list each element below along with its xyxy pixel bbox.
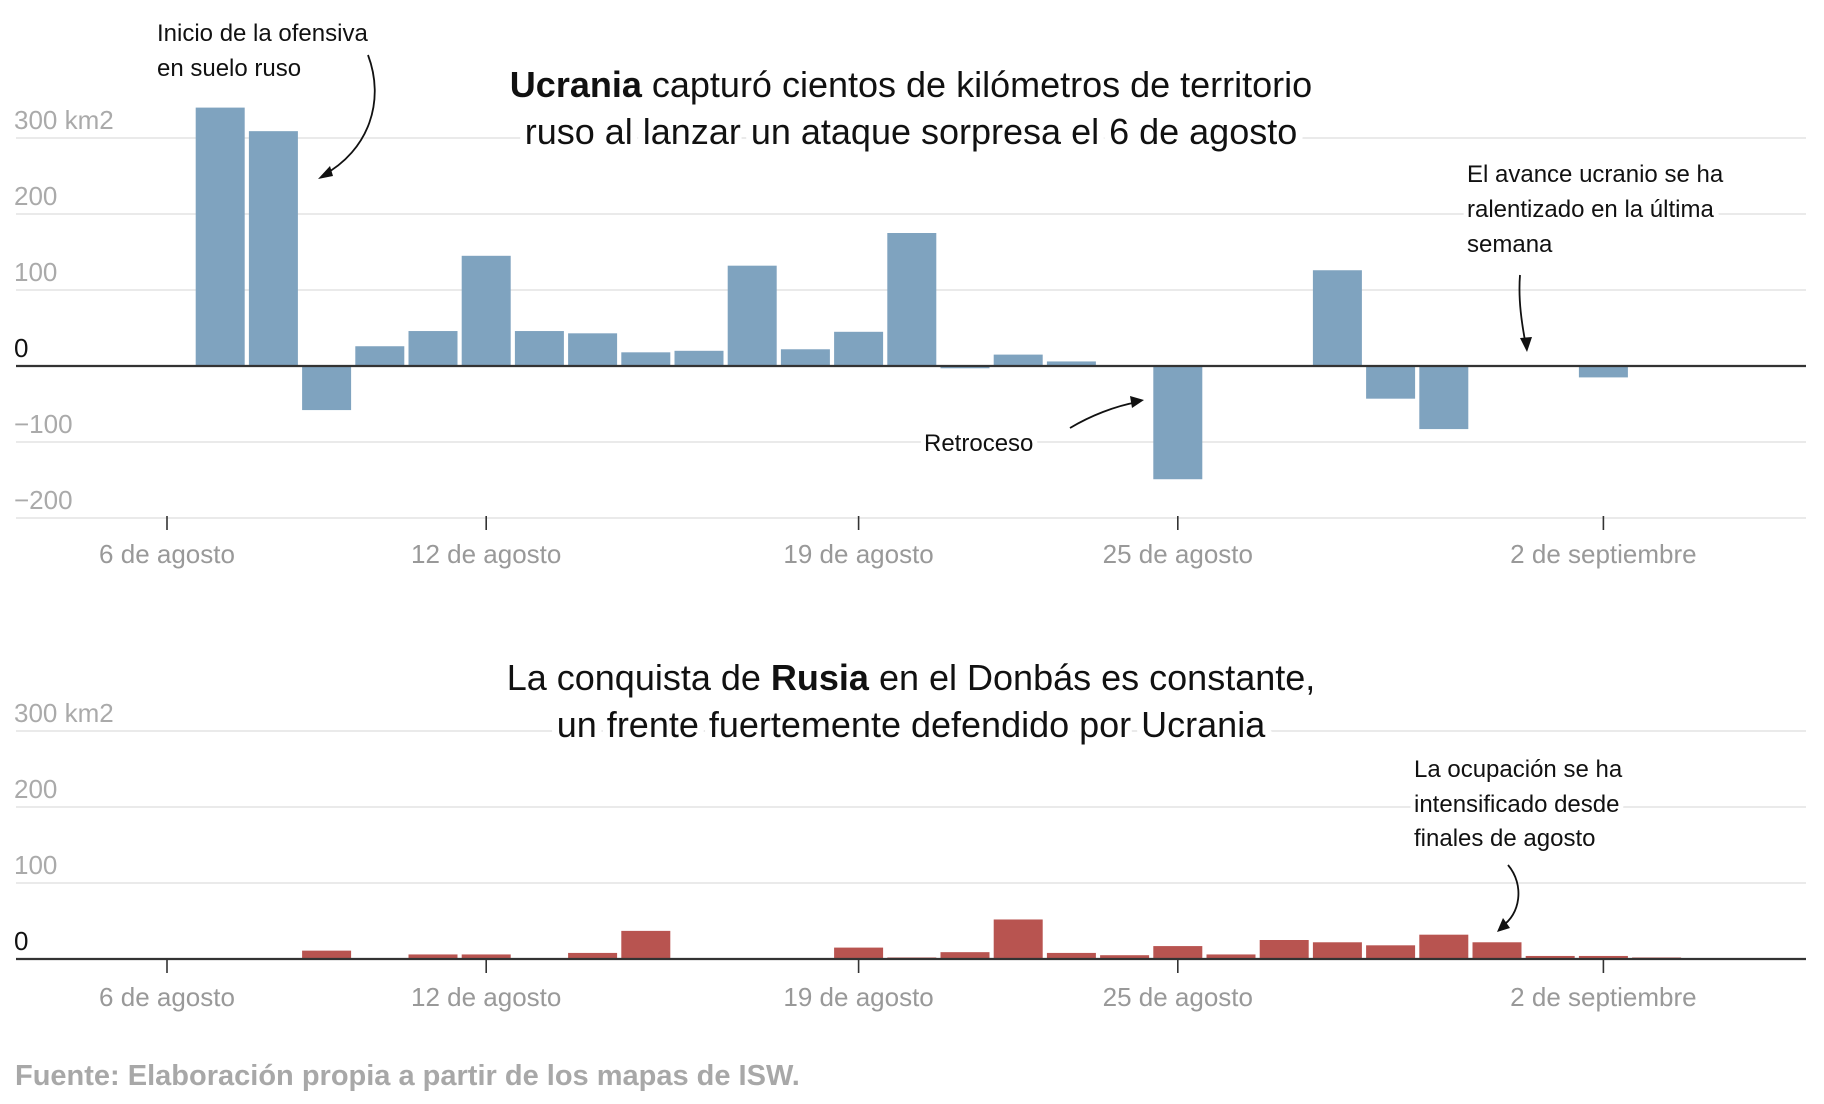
x-tick-label: 6 de agosto: [99, 982, 235, 1012]
bar-14-ago: [568, 333, 618, 366]
arrowhead-icon: [1520, 337, 1532, 352]
bar-11-ago: [408, 331, 458, 366]
bar-30-ago: [1419, 934, 1469, 959]
bar-24-ago: [1100, 955, 1150, 959]
bar-22-ago: [993, 354, 1043, 366]
bar-25-ago: [1153, 946, 1203, 959]
arrowhead-icon: [318, 166, 333, 179]
bar-22-ago: [993, 919, 1043, 959]
y-tick-label: 200: [14, 774, 57, 804]
bar-20-ago: [887, 233, 937, 366]
annotation-avance-line1: El avance ucranio se ha: [1467, 161, 1724, 188]
bar-10-ago: [355, 346, 405, 366]
bar-12-ago: [461, 255, 511, 366]
bar-7-ago: [195, 107, 245, 366]
x-tick-label: 6 de agosto: [99, 539, 235, 569]
bar-15-ago: [621, 930, 671, 959]
bar-21-ago: [940, 952, 990, 959]
bar-28-ago: [1312, 270, 1362, 366]
y-tick-label: 0: [14, 926, 28, 956]
chart-rusia-title-line1: La conquista de Rusia en el Donbás es co…: [507, 657, 1316, 698]
annotation-ocupacion-line3: finales de agosto: [1414, 825, 1595, 852]
x-tick-label: 2 de septiembre: [1510, 982, 1696, 1012]
bar-14-ago: [568, 952, 618, 959]
annotation-arrow: [1501, 864, 1520, 927]
title-rest: capturó cientos de kilómetros de territo…: [642, 64, 1312, 105]
y-tick-label: −100: [14, 409, 73, 439]
annotation-avance-line2: ralentizado en la última: [1467, 196, 1714, 223]
annotation-retroceso: Retroceso: [924, 430, 1033, 457]
annotation-arrow: [1069, 401, 1139, 429]
title-pre: La conquista de: [507, 657, 771, 698]
annotation-avance-line3: semana: [1467, 231, 1553, 258]
x-tick-label: 12 de agosto: [411, 539, 561, 569]
bar-21-ago: [940, 366, 990, 369]
y-tick-label: 300 km2: [14, 105, 114, 135]
chart-rusia-title-line2: un frente fuertemente defendido por Ucra…: [557, 704, 1266, 745]
chart-ucrania-title-line2: ruso al lanzar un ataque sorpresa el 6 d…: [525, 111, 1298, 152]
bar-9-ago: [302, 366, 352, 411]
bar-18-ago: [780, 349, 830, 366]
arrowhead-icon: [1130, 396, 1144, 408]
bar-2-sep: [1578, 366, 1628, 378]
y-tick-label: 100: [14, 850, 57, 880]
annotation-ocupacion-line1: La ocupación se ha: [1414, 756, 1623, 783]
bar-17-ago: [727, 265, 777, 366]
bar-16-ago: [674, 350, 724, 366]
bar-25-ago: [1153, 366, 1203, 480]
bar-1-sep: [1525, 955, 1575, 959]
annotation-ocupacion-line2: intensificado desde: [1414, 791, 1619, 818]
bar-8-ago: [248, 131, 298, 366]
annotation-inicio-line2: en suelo ruso: [157, 55, 301, 82]
bar-23-ago: [1046, 952, 1096, 959]
y-tick-label: 200: [14, 181, 57, 211]
bar-27-ago: [1259, 940, 1309, 959]
y-tick-label: 0: [14, 333, 28, 363]
x-tick-label: 2 de septiembre: [1510, 539, 1696, 569]
bar-26-ago: [1206, 954, 1256, 959]
source-note: Fuente: Elaboración propia a partir de l…: [15, 1060, 800, 1092]
bar-23-ago: [1046, 361, 1096, 366]
bar-11-ago: [408, 954, 458, 959]
chart-ucrania-title-line1: Ucrania capturó cientos de kilómetros de…: [510, 64, 1312, 105]
x-tick-label: 19 de agosto: [783, 982, 933, 1012]
annotation-inicio-line1: Inicio de la ofensiva: [157, 20, 368, 47]
bar-29-ago: [1366, 366, 1416, 399]
bar-15-ago: [621, 352, 671, 366]
x-tick-label: 25 de agosto: [1103, 982, 1253, 1012]
x-tick-label: 12 de agosto: [411, 982, 561, 1012]
x-tick-label: 25 de agosto: [1103, 539, 1253, 569]
annotation-arrow: [321, 54, 376, 177]
title-bold: Ucrania: [510, 64, 643, 105]
bar-2-sep: [1578, 955, 1628, 959]
bar-31-ago: [1472, 942, 1522, 959]
title-bold: Rusia: [771, 657, 870, 698]
bar-13-ago: [514, 331, 564, 366]
x-tick-label: 19 de agosto: [783, 539, 933, 569]
bar-19-ago: [834, 331, 884, 366]
bar-30-ago: [1419, 366, 1469, 430]
title-rest: en el Donbás es constante,: [869, 657, 1315, 698]
annotation-arrow: [1518, 274, 1527, 347]
chart-rusia: 300 km2 200 100 0 6 de agosto 12 de agosto 19…: [14, 650, 1806, 1012]
bar-12-ago: [461, 954, 511, 959]
chart-ucrania: 300 km2 200 100 0 −100 −200 6 de agosto 12 de …: [14, 15, 1806, 569]
bar-28-ago: [1312, 942, 1362, 959]
bar-19-ago: [834, 947, 884, 959]
y-tick-label: 100: [14, 257, 57, 287]
y-tick-label: −200: [14, 485, 73, 515]
y-tick-label: 300 km2: [14, 698, 114, 728]
arrowhead-icon: [1497, 918, 1510, 932]
bar-9-ago: [302, 950, 352, 959]
bar-29-ago: [1366, 945, 1416, 959]
